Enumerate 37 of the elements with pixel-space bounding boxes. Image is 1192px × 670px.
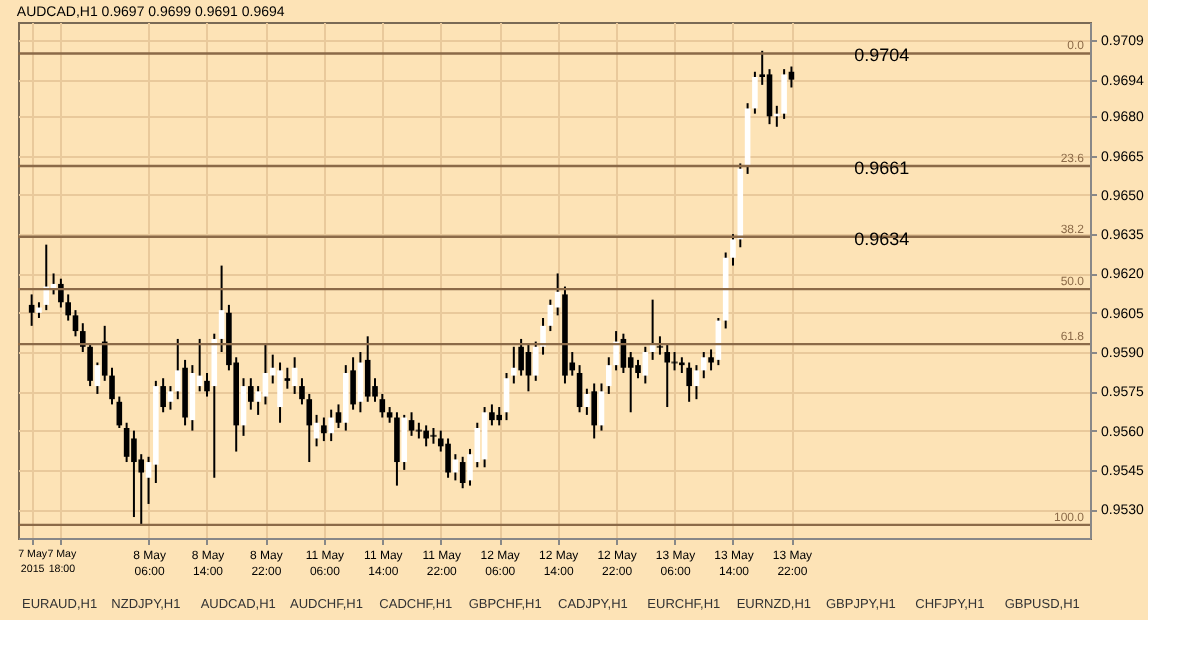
candlestick	[700, 351, 707, 380]
candlestick	[489, 403, 495, 427]
candlestick	[262, 343, 269, 406]
candlestick	[277, 361, 283, 424]
candlestick	[28, 293, 35, 327]
candlestick	[781, 68, 787, 120]
candlestick	[364, 335, 371, 403]
candlestick	[591, 382, 597, 440]
ref-line-label: 0.9634	[854, 228, 910, 249]
candlestick	[459, 455, 466, 490]
candlestick	[788, 65, 795, 89]
candlestick	[211, 332, 218, 479]
candlestick	[328, 408, 334, 443]
candlestick	[167, 385, 174, 411]
candlestick	[525, 343, 532, 393]
candlestick	[430, 426, 437, 445]
ref-line-label: 0.9661	[854, 158, 910, 179]
candlestick	[284, 366, 291, 390]
candlestick	[401, 413, 408, 471]
candlestick	[664, 343, 671, 409]
candlestick	[72, 309, 79, 338]
candlestick	[248, 377, 254, 411]
ref-line-label: 0.9704	[854, 45, 910, 66]
candlestick	[408, 411, 415, 437]
candlestick	[496, 406, 503, 427]
candlestick	[445, 437, 451, 479]
candlestick	[321, 416, 327, 443]
candlestick	[423, 424, 429, 448]
candlestick	[123, 421, 130, 464]
candlestick	[686, 361, 692, 403]
candlestick	[335, 403, 342, 429]
candlestick	[394, 411, 400, 487]
candlestick	[642, 345, 649, 385]
candlestick	[131, 429, 137, 519]
candlestick	[43, 243, 50, 312]
candlestick	[693, 364, 700, 401]
candlestick	[160, 377, 166, 414]
